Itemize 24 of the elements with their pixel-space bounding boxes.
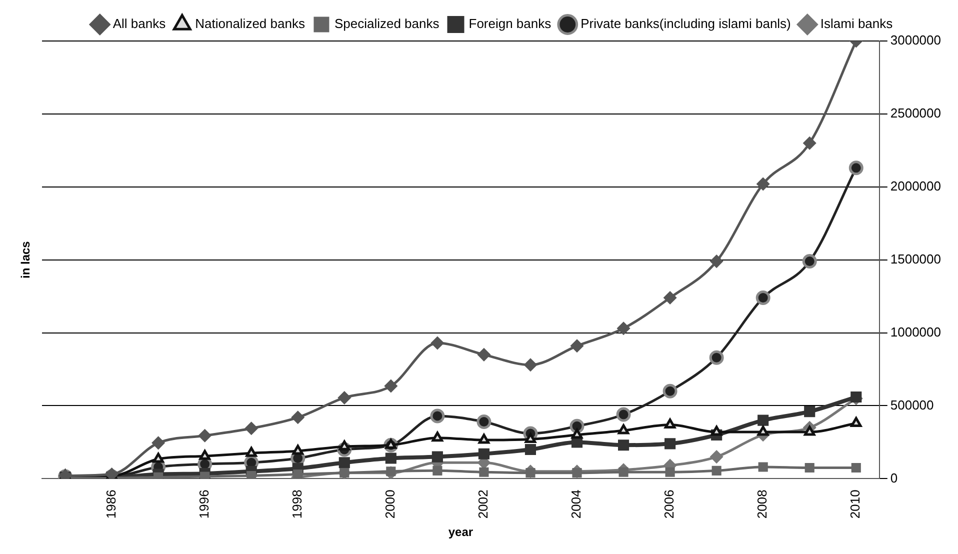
legend-label: Foreign banks xyxy=(468,16,552,32)
y-tick-label: 0 xyxy=(890,470,898,486)
x-tick-label: 1986 xyxy=(103,490,118,519)
legend-label: Islami banks xyxy=(820,16,894,32)
x-tick-label: 2004 xyxy=(568,490,584,519)
y-tick-label: 3000000 xyxy=(890,32,942,48)
x-tick-label: 2008 xyxy=(754,490,770,519)
x-tick-label: 2010 xyxy=(848,490,863,519)
legend-label: Nationalized banks xyxy=(195,16,306,32)
x-tick-label: 1998 xyxy=(289,490,304,519)
y-tick-label: 2000000 xyxy=(890,178,942,194)
x-tick-label: 2000 xyxy=(382,490,398,519)
x-axis-title: year xyxy=(448,525,474,540)
y-tick-label: 1500000 xyxy=(890,251,942,266)
y-tick-label: 2500000 xyxy=(890,106,942,121)
legend-label: Private banks(including islami banls) xyxy=(580,16,791,32)
x-tick-label: 2002 xyxy=(476,490,491,519)
legend-label: Specialized banks xyxy=(334,16,440,32)
y-tick-label: 1000000 xyxy=(890,324,942,340)
legend-label: All banks xyxy=(112,16,166,32)
x-tick-label: 2006 xyxy=(662,490,677,519)
x-tick-label: 1996 xyxy=(196,490,212,519)
y-axis-title: in lacs xyxy=(18,240,32,279)
y-tick-label: 500000 xyxy=(890,397,934,412)
